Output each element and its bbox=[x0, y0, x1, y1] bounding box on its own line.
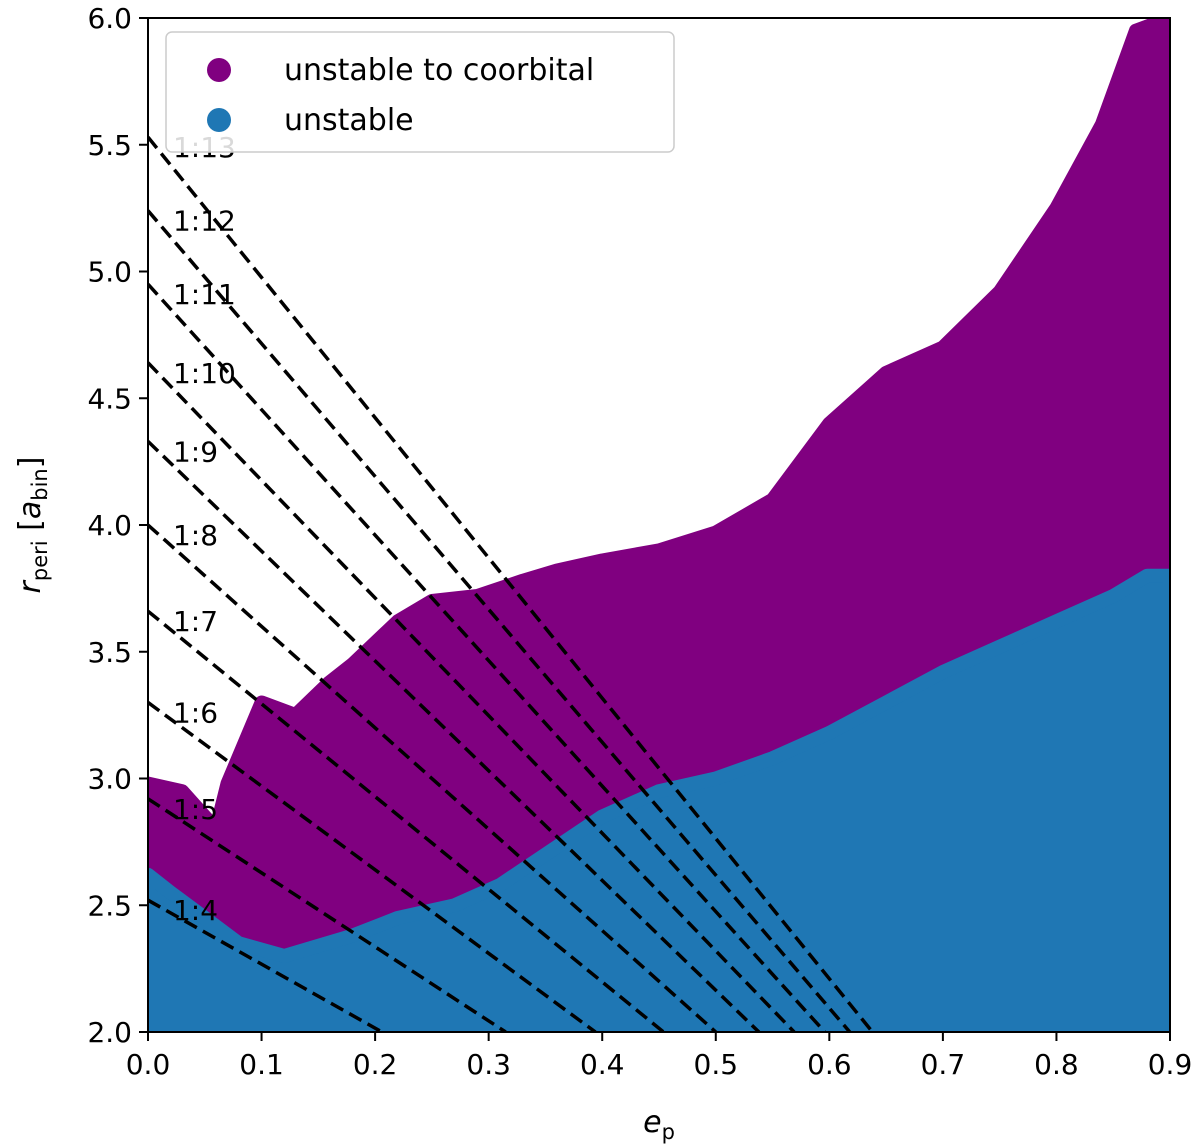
legend-label-unstable: unstable bbox=[284, 103, 414, 138]
x-tick-label: 0.5 bbox=[694, 1048, 739, 1081]
resonance-label-1-4: 1:4 bbox=[173, 894, 218, 927]
resonance-line-1-6 bbox=[148, 701, 597, 1032]
legend-marker-unstable-to-coorbital bbox=[207, 58, 231, 82]
legend-label-unstable-to-coorbital: unstable to coorbital bbox=[284, 53, 594, 88]
x-tick-label: 0.3 bbox=[466, 1048, 511, 1081]
y-axis-title: rperi [abin] bbox=[13, 457, 52, 594]
x-axis-title: ep bbox=[643, 1105, 675, 1144]
y-tick-label: 6.0 bbox=[87, 2, 132, 35]
resonance-label-1-12: 1:12 bbox=[173, 205, 236, 238]
y-tick-label: 5.5 bbox=[87, 129, 132, 162]
y-axis-ticks: 2.0 2.5 3.0 3.5 4.0 4.5 5.0 5.5 6.0 bbox=[87, 2, 148, 1049]
resonance-label-1-6: 1:6 bbox=[173, 696, 218, 729]
resonance-labels: 1:41:51:61:71:81:91:101:111:121:13 bbox=[173, 131, 236, 927]
y-tick-label: 3.5 bbox=[87, 636, 132, 669]
x-tick-label: 0.8 bbox=[1034, 1048, 1079, 1081]
y-tick-label: 4.0 bbox=[87, 509, 132, 542]
x-tick-label: 0.2 bbox=[353, 1048, 398, 1081]
resonance-line-1-10 bbox=[148, 361, 796, 1032]
resonance-lines bbox=[148, 136, 874, 1032]
legend-box bbox=[165, 31, 675, 153]
resonance-line-1-11 bbox=[148, 283, 827, 1032]
resonance-line-1-12 bbox=[148, 209, 852, 1032]
x-axis-ticks: 0.0 0.1 0.2 0.3 0.4 0.5 0.6 0.7 0.8 0.9 bbox=[126, 1032, 1193, 1081]
x-tick-label: 0.0 bbox=[126, 1048, 171, 1081]
y-tick-label: 4.5 bbox=[87, 382, 132, 415]
legend-marker-unstable bbox=[207, 108, 231, 132]
x-tick-label: 0.1 bbox=[239, 1048, 284, 1081]
scatter-regions bbox=[148, 18, 1170, 1032]
resonance-label-1-5: 1:5 bbox=[173, 793, 218, 826]
resonance-label-1-8: 1:8 bbox=[173, 519, 218, 552]
resonance-label-1-7: 1:7 bbox=[173, 605, 218, 638]
resonance-line-1-5 bbox=[148, 797, 507, 1032]
x-tick-label: 0.4 bbox=[580, 1048, 625, 1081]
region-unstable bbox=[148, 568, 1170, 1032]
legend: unstable to coorbital unstable bbox=[165, 31, 675, 153]
resonance-line-1-4 bbox=[148, 898, 383, 1032]
resonance-label-1-9: 1:9 bbox=[173, 435, 218, 468]
resonance-label-1-10: 1:10 bbox=[173, 357, 236, 390]
y-tick-label: 3.0 bbox=[87, 763, 132, 796]
y-tick-label: 2.0 bbox=[87, 1016, 132, 1049]
y-tick-label: 5.0 bbox=[87, 256, 132, 289]
x-tick-label: 0.6 bbox=[807, 1048, 852, 1081]
resonance-line-1-8 bbox=[148, 523, 717, 1032]
x-tick-label: 0.9 bbox=[1148, 1048, 1193, 1081]
resonance-line-1-9 bbox=[148, 440, 761, 1032]
y-tick-label: 2.5 bbox=[87, 889, 132, 922]
resonance-line-1-13 bbox=[148, 136, 874, 1032]
x-tick-label: 0.7 bbox=[921, 1048, 966, 1081]
resonance-label-1-11: 1:11 bbox=[173, 278, 236, 311]
resonance-line-1-7 bbox=[148, 609, 665, 1032]
